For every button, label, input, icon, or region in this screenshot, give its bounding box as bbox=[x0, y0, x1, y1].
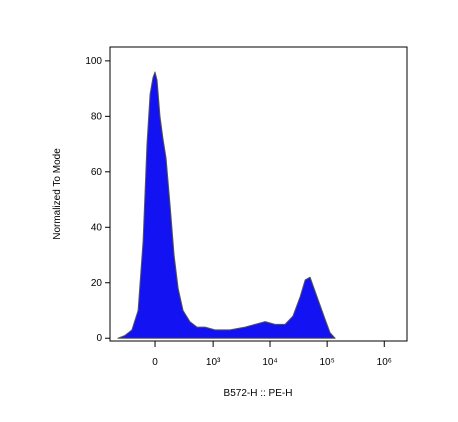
y-tick-label: 40 bbox=[91, 222, 103, 233]
y-tick-label: 80 bbox=[91, 111, 103, 122]
x-tick-label: 10⁶ bbox=[377, 357, 392, 368]
y-tick-label: 0 bbox=[96, 333, 102, 344]
x-tick-label: 0 bbox=[152, 357, 158, 368]
x-axis-label: B572-H :: PE-H bbox=[224, 388, 293, 399]
plot-frame bbox=[109, 46, 408, 342]
y-tick-label: 20 bbox=[91, 278, 103, 289]
histogram-area bbox=[117, 71, 336, 339]
y-axis-label: Normalized To Mode bbox=[52, 148, 63, 240]
y-tick-label: 100 bbox=[85, 56, 102, 67]
x-tick-label: 10⁵ bbox=[320, 357, 335, 368]
y-tick-label: 60 bbox=[91, 167, 103, 178]
x-tick-label: 10⁴ bbox=[262, 357, 277, 368]
x-tick-label: 10³ bbox=[206, 357, 221, 368]
